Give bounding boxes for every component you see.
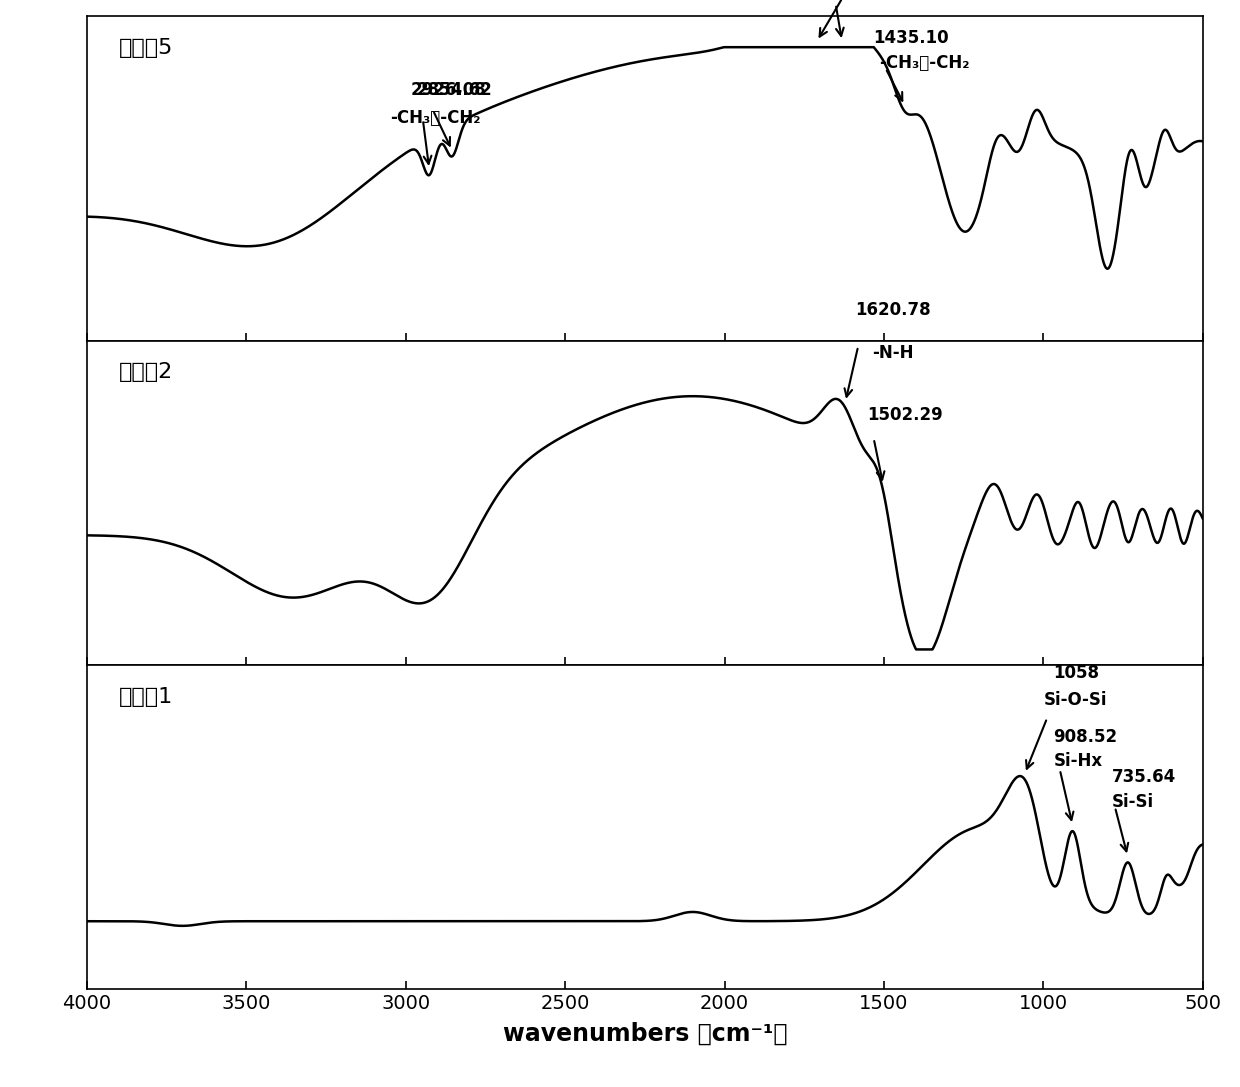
Text: -CH₃、-CH₂: -CH₃、-CH₂ [879,54,970,72]
Text: 735.64: 735.64 [1112,769,1176,786]
Text: Si-Si: Si-Si [1112,792,1154,811]
X-axis label: wavenumbers （cm⁻¹）: wavenumbers （cm⁻¹） [502,1022,787,1046]
Text: Si-Hx: Si-Hx [1054,752,1102,771]
Text: -CH₃、-CH₂: -CH₃、-CH₂ [391,109,481,126]
Text: 908.52: 908.52 [1054,727,1117,746]
Text: 实施例1: 实施例1 [119,687,172,707]
Text: 1058: 1058 [1053,664,1099,682]
Text: Si-O-Si: Si-O-Si [1044,691,1107,710]
Text: 2926.08: 2926.08 [410,80,486,99]
Text: 1435.10: 1435.10 [873,29,949,48]
Text: 1502.29: 1502.29 [867,405,942,424]
Text: 1620.78: 1620.78 [856,301,931,320]
Text: -N-H: -N-H [873,345,914,362]
Text: 实施例5: 实施例5 [119,38,174,58]
Text: 2854.62: 2854.62 [417,80,492,99]
Text: 实施例2: 实施例2 [119,362,172,383]
